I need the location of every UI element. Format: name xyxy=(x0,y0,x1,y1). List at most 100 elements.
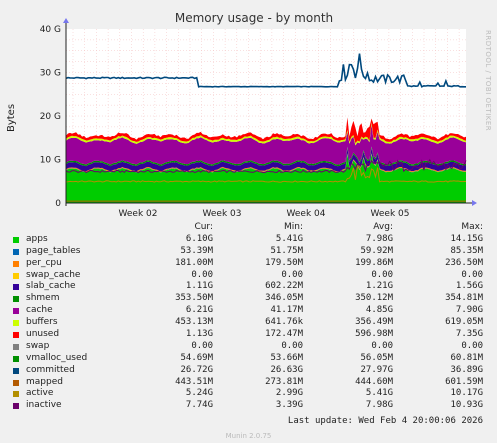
x-tick-label: Week 05 xyxy=(371,209,410,219)
legend-value-cur: 0.00 xyxy=(191,340,213,351)
y-tick-label: 10 G xyxy=(40,156,61,166)
area-buffers xyxy=(66,122,466,146)
header-max: Max: xyxy=(461,222,483,232)
legend-value-max: 1.56G xyxy=(455,281,483,292)
legend-value-min: 26.63G xyxy=(270,364,303,375)
x-tick-label: Week 02 xyxy=(119,209,158,219)
legend-value-max: 354.81M xyxy=(445,293,483,304)
legend-item-per_cpu: per_cpu 181.00M 179.50M 199.86M 236.50M xyxy=(13,258,483,270)
area-shmem xyxy=(66,146,466,167)
legend-swatch xyxy=(13,320,19,327)
legend-item-apps: apps 6.10G 5.41G 7.98G 14.15G xyxy=(13,234,483,246)
area-apps xyxy=(66,154,466,203)
legend-value-min: 602.22M xyxy=(265,281,303,292)
legend-label: mapped xyxy=(26,376,63,387)
legend-value-cur: 181.00M xyxy=(175,257,213,268)
legend-swatch xyxy=(13,355,19,362)
legend-swatch xyxy=(13,260,19,267)
legend-value-min: 2.99G xyxy=(275,388,303,399)
legend-label: vmalloc_used xyxy=(26,352,88,363)
legend-value-min: 41.17M xyxy=(270,305,303,316)
legend-value-min: 0.00 xyxy=(281,340,303,351)
legend-swatch xyxy=(13,367,19,374)
line-series xyxy=(65,53,467,204)
legend-value-min: 273.81M xyxy=(265,376,303,387)
legend-item-active: active 5.24G 2.99G 5.41G 10.17G xyxy=(13,388,483,400)
legend-item-swap: swap 0.00 0.00 0.00 0.00 xyxy=(13,341,483,353)
y-tick-label: 0 xyxy=(55,199,61,209)
legend-value-max: 0.00 xyxy=(461,340,483,351)
stacked-areas xyxy=(66,117,466,203)
legend-value-cur: 353.50M xyxy=(175,293,213,304)
legend-value-avg: 356.49M xyxy=(355,317,393,328)
legend-label: slab_cache xyxy=(26,281,76,292)
legend-value-avg: 596.98M xyxy=(355,329,393,340)
legend-swatch xyxy=(13,236,19,243)
legend-value-avg: 350.12M xyxy=(355,293,393,304)
y-ticks: 0 10 G 20 G 30 G 40 G xyxy=(40,25,62,209)
legend-value-max: 36.89G xyxy=(450,364,483,375)
legend-label: shmem xyxy=(26,293,60,304)
legend-swatch xyxy=(13,343,19,350)
legend-label: committed xyxy=(26,364,75,375)
legend-swatch xyxy=(13,272,19,279)
legend-value-max: 85.35M xyxy=(450,245,483,256)
legend-swatch xyxy=(13,296,19,303)
legend-item-inactive: inactive 7.74G 3.39G 7.98G 10.93G xyxy=(13,400,483,412)
rrdtool-credit: RRDTOOL / TOBI OETIKER xyxy=(484,30,492,131)
legend-value-min: 346.05M xyxy=(265,293,303,304)
header-avg: Avg: xyxy=(373,222,393,232)
legend-label: apps xyxy=(26,233,48,244)
legend-value-cur: 26.72G xyxy=(180,364,213,375)
legend-swatch xyxy=(13,308,19,315)
legend-item-vmalloc_used: vmalloc_used 54.69M 53.66M 56.05M 60.81M xyxy=(13,353,483,365)
legend-value-cur: 5.24G xyxy=(185,388,213,399)
chart-title: Memory usage - by month xyxy=(175,11,333,25)
legend-label: cache xyxy=(26,305,53,316)
legend-value-max: 7.35G xyxy=(455,329,483,340)
line-inactive xyxy=(65,158,467,174)
x-tick-label: Week 04 xyxy=(287,209,326,219)
legend-label: swap_cache xyxy=(26,269,81,280)
legend-label: inactive xyxy=(26,400,62,411)
y-axis-label: Bytes xyxy=(6,104,17,132)
last-update: Last update: Wed Feb 4 20:00:06 2026 xyxy=(287,416,483,426)
area-per_cpu xyxy=(66,153,466,173)
legend-label: active xyxy=(26,388,54,399)
legend-value-cur: 443.51M xyxy=(175,376,213,387)
legend-swatch xyxy=(13,248,19,255)
legend-value-avg: 56.05M xyxy=(360,352,393,363)
legend-value-cur: 7.74G xyxy=(185,400,213,411)
legend-value-max: 14.15G xyxy=(450,233,483,244)
legend: Cur: Min: Avg: Max: apps 6.10G 5.41G 7.98G 1… xyxy=(13,222,483,412)
area-unused xyxy=(66,117,466,144)
legend-value-avg: 1.21G xyxy=(365,281,393,292)
legend-value-avg: 199.86M xyxy=(355,257,393,268)
legend-label: buffers xyxy=(26,317,58,328)
legend-value-max: 10.93G xyxy=(450,400,483,411)
x-axis-arrow xyxy=(472,200,477,206)
legend-label: page_tables xyxy=(26,245,81,256)
line-committed xyxy=(65,53,466,88)
legend-value-avg: 27.97G xyxy=(360,364,393,375)
legend-item-buffers: buffers 453.13M 641.76k 356.49M 619.05M xyxy=(13,317,483,329)
legend-value-max: 0.00 xyxy=(461,269,483,280)
legend-value-cur: 6.10G xyxy=(185,233,213,244)
legend-value-cur: 6.21G xyxy=(185,305,213,316)
legend-value-min: 641.76k xyxy=(265,317,303,328)
legend-item-shmem: shmem 353.50M 346.05M 350.12M 354.81M xyxy=(13,293,483,305)
legend-value-cur: 1.13G xyxy=(185,329,213,340)
x-ticks: Week 02 Week 03 Week 04 Week 05 xyxy=(119,209,410,219)
x-tick-label: Week 03 xyxy=(203,209,242,219)
legend-swatch xyxy=(13,379,19,386)
legend-swatch xyxy=(13,403,19,410)
legend-value-avg: 4.85G xyxy=(365,305,393,316)
legend-header: Cur: Min: Avg: Max: xyxy=(13,222,483,234)
legend-value-avg: 444.60M xyxy=(355,376,393,387)
legend-value-min: 3.39G xyxy=(275,400,303,411)
legend-value-max: 236.50M xyxy=(445,257,483,268)
legend-swatch xyxy=(13,391,19,398)
legend-item-unused: unused 1.13G 172.47M 596.98M 7.35G xyxy=(13,329,483,341)
area-cache xyxy=(66,124,466,165)
